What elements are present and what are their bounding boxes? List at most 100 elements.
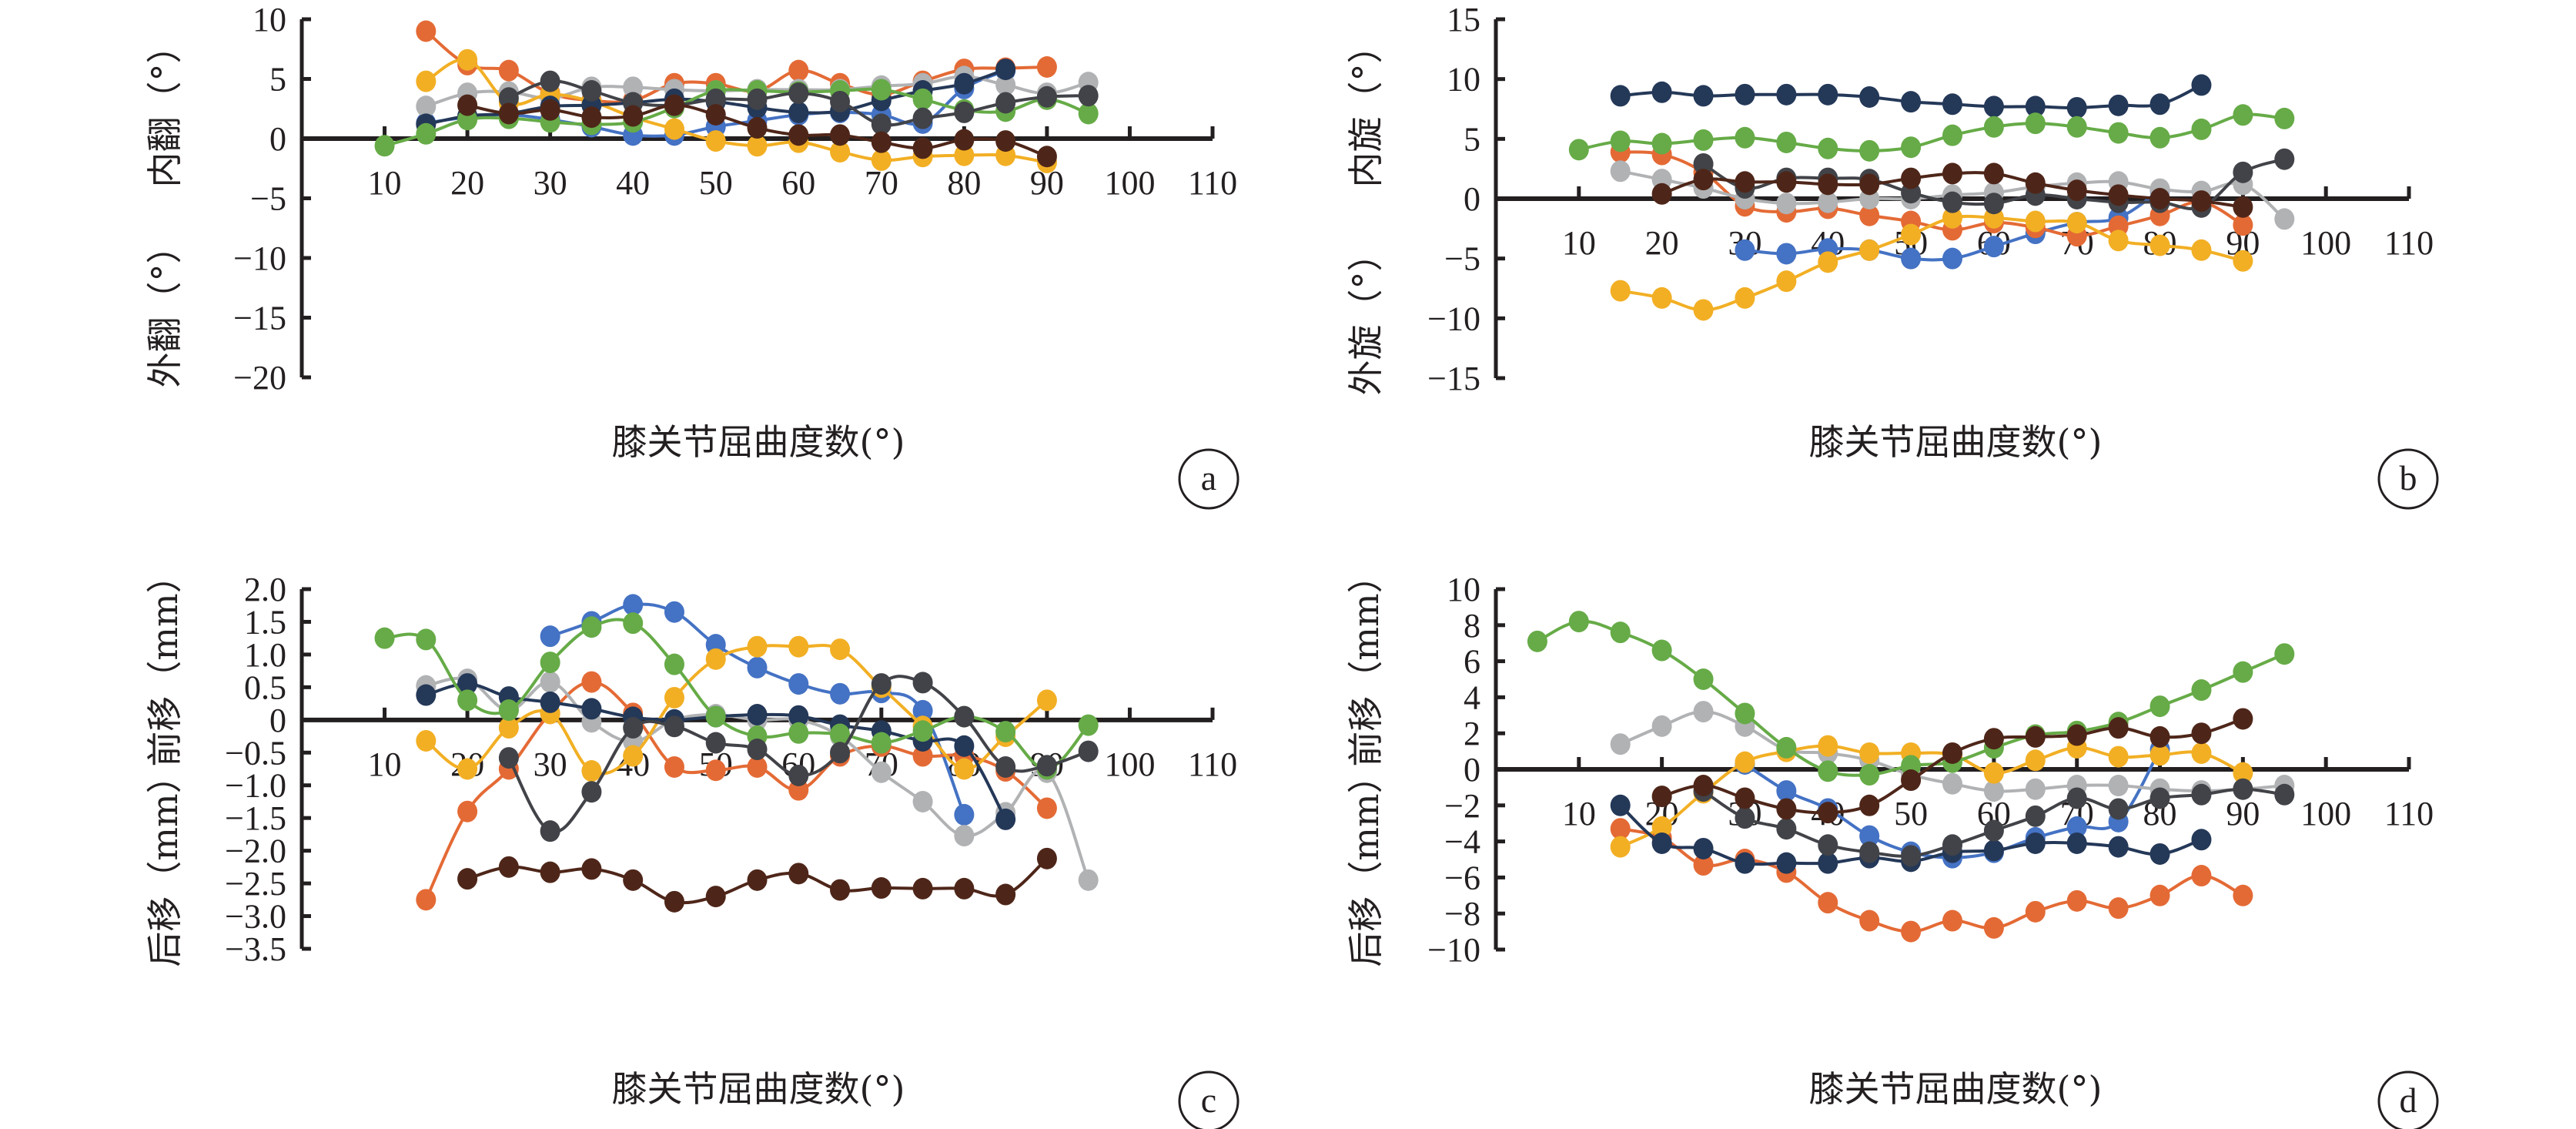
- data-point: [788, 101, 809, 123]
- data-point: [830, 723, 851, 745]
- y-tick-label: 5: [269, 61, 286, 99]
- y-tick-label: 1.0: [244, 636, 286, 674]
- data-point: [2066, 212, 2087, 234]
- data-point: [954, 758, 975, 780]
- data-point: [1610, 733, 1631, 755]
- data-point: [954, 825, 975, 847]
- data-point: [2108, 798, 2129, 820]
- data-point: [830, 879, 851, 901]
- data-point: [2149, 725, 2170, 748]
- data-point: [995, 883, 1016, 906]
- y-tick-label: −20: [233, 359, 286, 397]
- data-point: [540, 652, 560, 674]
- y-tick-label: 10: [1447, 571, 1480, 608]
- data-point: [1983, 728, 2004, 750]
- data-point: [705, 886, 726, 908]
- data-point: [830, 638, 851, 661]
- data-point: [664, 118, 684, 140]
- data-point: [1735, 751, 1755, 773]
- x-tick-label: 100: [2300, 795, 2351, 833]
- data-point: [954, 803, 975, 826]
- data-point: [1693, 668, 1714, 690]
- data-point: [954, 705, 975, 728]
- data-point: [1901, 920, 1922, 943]
- x-tick-label: 60: [781, 164, 815, 202]
- data-point: [581, 671, 602, 693]
- data-point: [2233, 214, 2253, 236]
- data-point: [830, 90, 851, 112]
- data-point: [664, 653, 684, 675]
- data-point: [747, 755, 768, 778]
- data-point: [540, 691, 560, 713]
- y-tick-label: −0.5: [225, 734, 286, 772]
- data-point: [1983, 839, 2004, 862]
- data-point: [1776, 736, 1797, 759]
- y-tick-label: 15: [1447, 1, 1480, 39]
- data-point: [1818, 760, 1838, 782]
- data-point: [1901, 845, 1922, 867]
- data-point: [705, 88, 726, 110]
- y-tick-label: 0: [1464, 180, 1480, 218]
- data-point: [2233, 161, 2253, 183]
- data-point: [995, 755, 1016, 778]
- series-S7: [498, 672, 1099, 843]
- series-S7: [1693, 778, 2295, 867]
- data-point: [540, 625, 560, 648]
- data-point: [912, 790, 933, 812]
- data-point: [664, 94, 684, 116]
- data-point: [1078, 869, 1099, 891]
- data-point: [2233, 884, 2253, 906]
- y-tick-label: −6: [1444, 859, 1480, 896]
- data-point: [1693, 152, 1714, 175]
- y-tick-label: 6: [1464, 643, 1480, 681]
- x-axis-title: 膝关节屈曲度数(°): [1809, 421, 2103, 463]
- data-point: [2025, 832, 2046, 854]
- y-tick-label: −15: [233, 300, 286, 337]
- data-point: [788, 635, 809, 658]
- data-point: [664, 686, 684, 709]
- y-tick-label: 10: [253, 1, 286, 39]
- x-tick-label: 90: [2226, 795, 2260, 833]
- data-point: [747, 117, 768, 139]
- data-point: [1818, 191, 1838, 213]
- data-point: [2025, 210, 2046, 233]
- panel-label-circle: [2377, 1070, 2439, 1129]
- y-tick-label: −10: [1427, 300, 1480, 337]
- data-point: [954, 144, 975, 166]
- x-tick-label: 110: [1188, 745, 1237, 783]
- x-tick-label: 50: [1894, 795, 1928, 833]
- data-point: [954, 735, 975, 757]
- data-point: [747, 739, 768, 761]
- data-point: [1693, 854, 1714, 876]
- data-point: [1983, 916, 2004, 939]
- data-point: [581, 760, 602, 782]
- data-point: [954, 129, 975, 151]
- data-point: [747, 88, 768, 110]
- data-point: [1735, 126, 1755, 149]
- data-point: [1651, 715, 1672, 737]
- x-tick-label: 110: [1188, 164, 1237, 202]
- data-point: [1651, 786, 1672, 808]
- data-point: [788, 673, 809, 695]
- data-point: [1078, 85, 1099, 107]
- data-point: [2191, 679, 2212, 702]
- data-point: [2066, 816, 2087, 838]
- data-point: [1776, 193, 1797, 215]
- data-point: [540, 671, 560, 693]
- panel-label-circle: [1178, 448, 1239, 510]
- x-tick-label: 20: [450, 164, 484, 202]
- series-line: [1620, 827, 2244, 933]
- data-point: [623, 717, 644, 739]
- data-point: [416, 95, 437, 118]
- data-point: [1735, 286, 1755, 309]
- data-point: [416, 70, 437, 92]
- data-point: [1942, 93, 1962, 116]
- series-line: [1620, 214, 2243, 312]
- data-point: [2233, 104, 2253, 126]
- data-point: [1859, 239, 1880, 261]
- data-point: [747, 635, 768, 658]
- data-point: [871, 79, 892, 101]
- series-S7: [498, 70, 1099, 136]
- x-axis-title: 膝关节屈曲度数(°): [612, 1068, 905, 1110]
- y-tick-label: 0: [269, 702, 286, 739]
